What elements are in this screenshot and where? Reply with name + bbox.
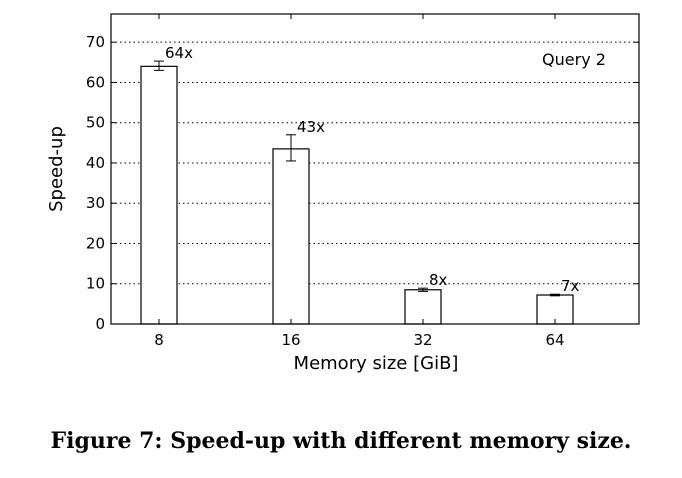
y-tick-label: 40 <box>86 154 105 172</box>
bar <box>404 289 442 325</box>
y-tick-label: 0 <box>95 315 105 333</box>
grid-lines <box>111 41 639 285</box>
bar-chart: 64x 43x 8x 7x 0 10 20 30 40 50 60 70 8 16 32 64 Query… <box>46 13 640 374</box>
plot-frame <box>110 13 640 325</box>
chart-annotation: Query 2 <box>542 50 606 69</box>
data-label: 7x <box>561 277 580 295</box>
x-tick-label: 8 <box>154 331 164 349</box>
y-axis-ticks: 0 10 20 30 40 50 60 70 <box>86 33 639 333</box>
data-label: 43x <box>297 118 325 136</box>
x-tick-label: 16 <box>281 331 300 349</box>
y-tick-label: 30 <box>86 194 105 212</box>
y-tick-label: 10 <box>86 275 105 293</box>
data-labels: 64x 43x 8x 7x <box>165 44 580 295</box>
bar <box>272 148 310 325</box>
x-axis-label: Memory size [GiB] <box>294 353 459 374</box>
y-tick-label: 60 <box>86 73 105 91</box>
y-tick-label: 50 <box>86 114 105 132</box>
x-axis-ticks: 8 16 32 64 <box>154 14 565 349</box>
x-tick-label: 64 <box>545 331 564 349</box>
y-tick-label: 20 <box>86 234 105 252</box>
data-label: 64x <box>165 44 193 62</box>
bars <box>140 65 574 325</box>
y-axis-label: Speed-up <box>46 126 67 212</box>
x-tick-label: 32 <box>413 331 432 349</box>
y-tick-label: 70 <box>86 33 105 51</box>
bar <box>140 65 178 325</box>
data-label: 8x <box>429 271 448 289</box>
figure-caption: Figure 7: Speed-up with different memory… <box>50 428 632 454</box>
error-bars <box>154 60 560 297</box>
